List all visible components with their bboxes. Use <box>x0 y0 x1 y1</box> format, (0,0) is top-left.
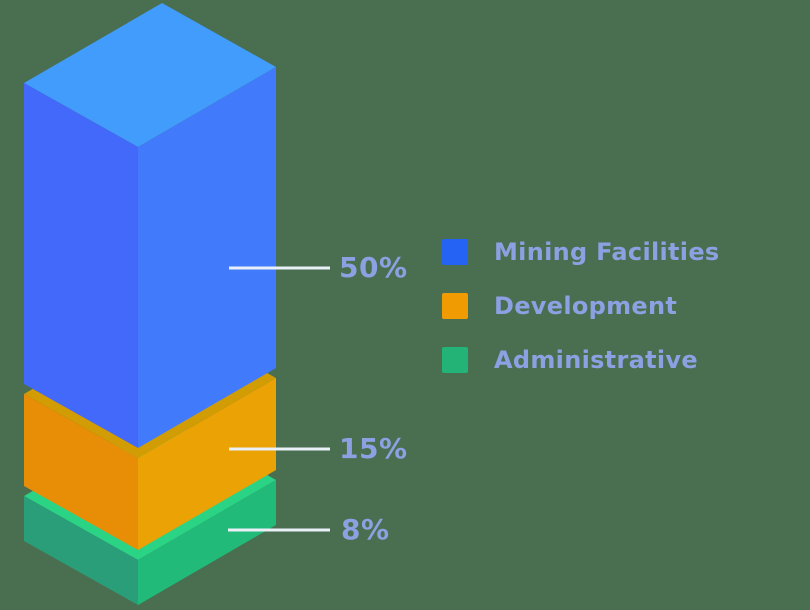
development-right-face <box>138 378 276 550</box>
legend-swatch-mining-facilities <box>442 239 468 265</box>
legend-item-administrative: Administrative <box>442 346 720 374</box>
mining-facilities-left-face <box>24 83 138 448</box>
administrative-left-face <box>24 496 138 605</box>
mining-facilities-top-face <box>24 3 276 147</box>
legend-item-mining-facilities: Mining Facilities <box>442 238 720 266</box>
administrative-right-face <box>138 480 276 605</box>
legend-item-development: Development <box>442 292 720 320</box>
legend-label-development: Development <box>494 292 678 320</box>
value-label-administrative: 8% <box>341 513 390 546</box>
legend-label-administrative: Administrative <box>494 346 698 374</box>
mining-facilities-right-face <box>138 67 276 448</box>
bar-segment-mining-facilities <box>24 3 276 448</box>
value-label-mining: 50% <box>339 251 408 284</box>
legend-swatch-administrative <box>442 347 468 373</box>
legend-label-mining-facilities: Mining Facilities <box>494 238 720 266</box>
development-left-face <box>24 394 138 550</box>
legend: Mining Facilities Development Administra… <box>442 238 720 374</box>
value-label-development: 15% <box>339 432 408 465</box>
legend-swatch-development <box>442 293 468 319</box>
